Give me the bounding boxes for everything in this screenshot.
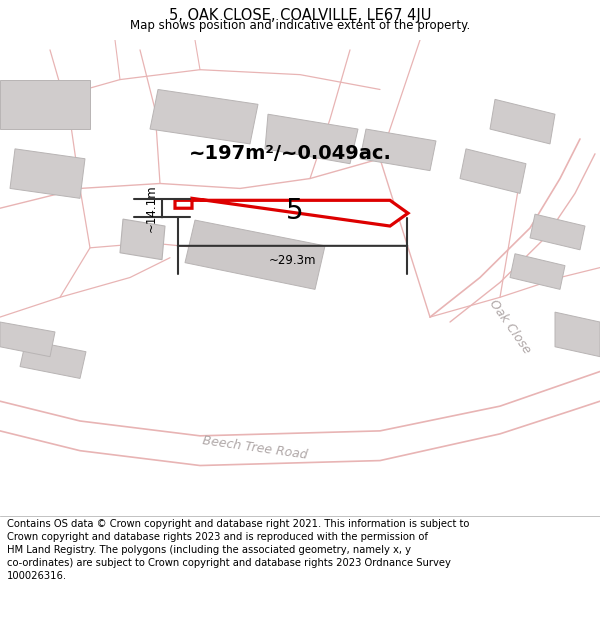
Polygon shape xyxy=(0,322,55,357)
Polygon shape xyxy=(460,149,526,193)
Polygon shape xyxy=(360,129,436,171)
Text: Beech Tree Road: Beech Tree Road xyxy=(202,434,308,461)
Text: 5: 5 xyxy=(286,198,304,225)
Polygon shape xyxy=(20,340,86,378)
Text: ~14.1m: ~14.1m xyxy=(145,184,158,232)
Polygon shape xyxy=(175,198,408,226)
Text: Map shows position and indicative extent of the property.: Map shows position and indicative extent… xyxy=(130,19,470,32)
Polygon shape xyxy=(490,99,555,144)
Polygon shape xyxy=(120,219,165,260)
Polygon shape xyxy=(185,220,325,289)
Polygon shape xyxy=(530,214,585,250)
Polygon shape xyxy=(510,254,565,289)
Polygon shape xyxy=(555,312,600,357)
Text: 5, OAK CLOSE, COALVILLE, LE67 4JU: 5, OAK CLOSE, COALVILLE, LE67 4JU xyxy=(169,8,431,23)
Text: Contains OS data © Crown copyright and database right 2021. This information is : Contains OS data © Crown copyright and d… xyxy=(7,519,470,581)
Polygon shape xyxy=(0,79,90,129)
Text: ~197m²/~0.049ac.: ~197m²/~0.049ac. xyxy=(188,144,391,163)
Text: Oak Close: Oak Close xyxy=(487,298,533,356)
Polygon shape xyxy=(150,89,258,144)
Polygon shape xyxy=(10,149,85,198)
Text: ~29.3m: ~29.3m xyxy=(269,254,316,267)
Polygon shape xyxy=(265,114,358,164)
